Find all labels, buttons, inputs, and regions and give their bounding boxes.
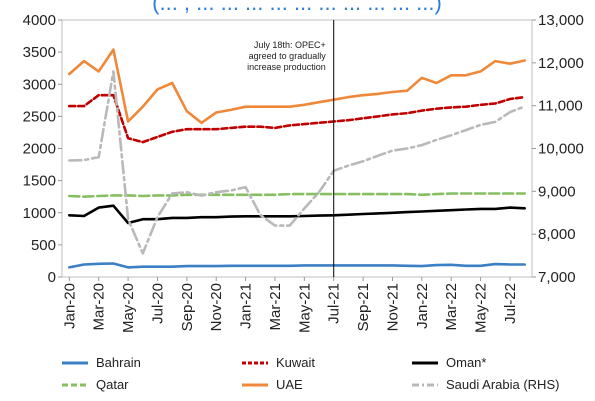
series-line-oman — [68, 204, 527, 225]
x-tick-label: May-21 — [296, 283, 313, 333]
annotation-text: agreed to gradually — [249, 51, 327, 61]
y-right-tick-label: 12,000 — [538, 55, 584, 72]
x-tick-label: Jul-22 — [502, 283, 519, 324]
y-left-tick-label: 2500 — [23, 108, 56, 125]
y-left-tick-label: 4000 — [23, 12, 56, 29]
legend-label-saudi-arabia-rhs: Saudi Arabia (RHS) — [446, 377, 559, 392]
plot-area — [61, 19, 533, 278]
x-tick-label: Mar-20 — [91, 283, 108, 331]
x-tick-label: Jan-21 — [238, 283, 255, 329]
series-line-kuwait — [68, 93, 527, 144]
y-left-tick-label: 500 — [31, 237, 56, 254]
x-tick-label: Jan-22 — [414, 283, 431, 329]
annotation-layer: July 18th: OPEC+agreed to graduallyincre… — [247, 20, 335, 277]
x-tick-label: Nov-21 — [384, 283, 401, 331]
annotation-text: July 18th: OPEC+ — [254, 40, 326, 50]
x-tick-label: Mar-22 — [443, 283, 460, 331]
series-line-saudi-arabia-rhs — [68, 70, 527, 255]
legend-label-oman: Oman* — [446, 355, 486, 370]
x-tick-label: Jul-21 — [326, 283, 343, 324]
series-line-bahrain — [68, 262, 527, 269]
legend-label-bahrain: Bahrain — [96, 355, 141, 370]
y-right-tick-label: 7,000 — [538, 269, 576, 286]
series-line-uae — [68, 48, 527, 125]
legend-label-uae: UAE — [276, 377, 303, 392]
x-tick-label: Sep-20 — [179, 283, 196, 331]
y-right-tick-label: 13,000 — [538, 12, 584, 29]
x-tick-label: Jul-20 — [149, 283, 166, 324]
y-left-tick-label: 3500 — [23, 44, 56, 61]
title-layer: (... , ... ... ... ... ... ... ... ... .… — [152, 0, 442, 15]
legend: Bahrain Kuwait Oman* Qatar UAE Saudi Arabia (… — [62, 355, 559, 392]
y-left-tick-label: 0 — [48, 269, 56, 286]
x-tick-label: May-22 — [473, 283, 490, 333]
y-right-tick-label: 11,000 — [538, 98, 583, 115]
y-right-tick-label: 9,000 — [538, 183, 576, 200]
x-tick-label: Mar-21 — [267, 283, 284, 331]
series-layer — [68, 48, 527, 269]
x-tick-label: Nov-20 — [208, 283, 225, 331]
legend-label-qatar: Qatar — [96, 377, 129, 392]
y-left-tick-label: 3000 — [23, 76, 56, 93]
legend-label-kuwait: Kuwait — [276, 355, 315, 370]
y-right-tick-label: 10,000 — [538, 141, 584, 158]
y-right-tick-label: 8,000 — [538, 226, 576, 243]
axes-layer: 0 500 1000 1500 2000 2500 3000 3500 4000 7,000 8,0… — [23, 12, 584, 333]
x-tick-label: Jan-20 — [61, 283, 78, 329]
y-left-tick-label: 1000 — [23, 205, 56, 222]
y-left-tick-label: 2000 — [23, 141, 56, 158]
chart-title-fragment: (... , ... ... ... ... ... ... ... ... .… — [152, 0, 442, 15]
series-line-qatar — [68, 192, 527, 198]
annotation-text: increase production — [247, 62, 326, 72]
y-left-tick-label: 1500 — [23, 173, 56, 190]
x-tick-label: May-20 — [120, 283, 137, 333]
x-tick-label: Sep-21 — [355, 283, 372, 331]
